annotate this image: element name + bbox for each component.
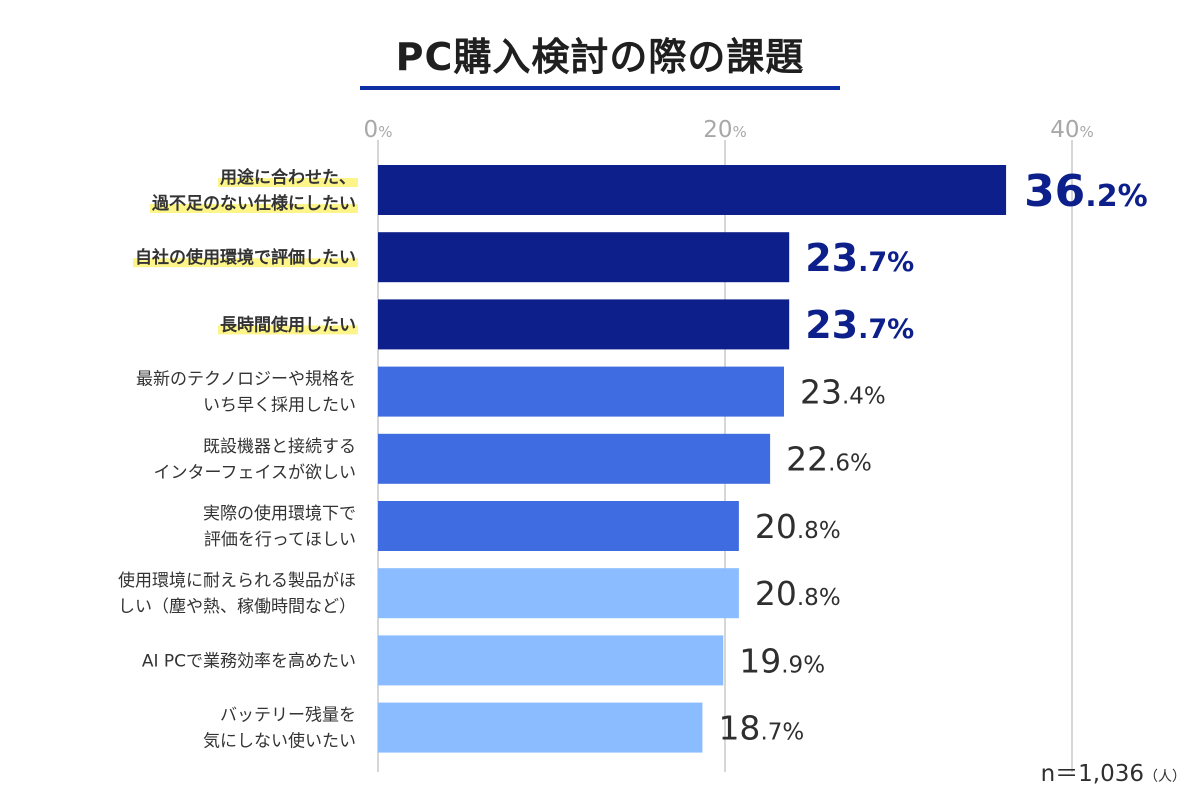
value-label-decimal: .7% — [760, 719, 804, 745]
value-label: 22.6% — [786, 440, 872, 479]
value-label-decimal: .6% — [828, 451, 872, 477]
x-tick-number: 40 — [1050, 117, 1079, 143]
bar — [378, 366, 784, 417]
value-label-decimal: .2% — [1085, 179, 1147, 214]
bar — [378, 568, 739, 619]
value-label-decimal: .8% — [797, 585, 841, 611]
category-label: 自社の使用環境で評価したい — [135, 247, 356, 268]
chart-title-block: PC購入検討の際の課題 — [360, 18, 840, 90]
value-label-integer: 19 — [739, 641, 781, 680]
category-label: 長時間使用したい — [220, 314, 356, 335]
x-tick-percent: % — [733, 123, 747, 141]
value-label-integer: 23 — [805, 236, 858, 280]
category-label: 既設機器と接続する — [203, 437, 356, 457]
sample-size-unit: （人） — [1144, 769, 1186, 785]
bar — [378, 165, 1007, 215]
bar — [378, 232, 790, 283]
value-label-decimal: .7% — [858, 247, 914, 278]
x-tick-label: 40% — [1050, 117, 1094, 143]
x-tick-label: 0% — [364, 117, 393, 143]
x-tick-label: 20% — [703, 117, 747, 143]
sample-size-note: n＝1,036（人） — [1041, 761, 1186, 787]
category-label: 気にしない使いたい — [203, 731, 356, 752]
category-label-highlight — [150, 204, 358, 213]
value-label-decimal: .9% — [781, 652, 825, 678]
category-label-highlight — [218, 178, 358, 187]
category-label-highlight — [133, 258, 358, 268]
value-label-integer: 18 — [718, 708, 760, 747]
category-label: いち早く採用したい — [203, 396, 356, 416]
chart-title: PC購入検討の際の課題 — [395, 35, 805, 79]
value-label-decimal: .4% — [842, 383, 886, 409]
x-tick-number: 20 — [703, 117, 732, 143]
bar — [378, 501, 739, 551]
x-tick-number: 0 — [364, 117, 379, 143]
value-label: 23.7% — [805, 303, 914, 347]
category-label: AI PCで業務効率を高めたい — [142, 651, 356, 671]
value-label: 18.7% — [718, 708, 804, 747]
category-label: 過不足のない仕様にしたい — [152, 193, 356, 214]
sample-size-value: n＝1,036 — [1041, 761, 1144, 787]
value-label: 20.8% — [755, 507, 841, 546]
value-label-integer: 36 — [1024, 166, 1085, 217]
title-underline — [360, 86, 840, 90]
value-label-integer: 23 — [805, 303, 858, 347]
bar — [378, 299, 790, 350]
category-label: 最新のテクノロジーや規格を — [136, 370, 356, 390]
x-tick-percent: % — [1080, 123, 1094, 141]
value-label-integer: 20 — [755, 574, 797, 613]
bar — [378, 635, 724, 686]
category-label: インターフェイスが欲しい — [154, 463, 356, 483]
value-label-decimal: .7% — [858, 314, 914, 345]
value-label: 19.9% — [739, 641, 825, 680]
value-label-integer: 22 — [786, 440, 828, 479]
category-label: しい（塵や熱、稼働時間など） — [118, 597, 356, 617]
category-label: 用途に合わせた、 — [220, 167, 356, 188]
category-label: 使用環境に耐えられる製品がほ — [118, 570, 356, 591]
value-label: 36.2% — [1024, 166, 1148, 217]
value-label-integer: 20 — [755, 507, 797, 546]
value-label-decimal: .8% — [797, 518, 841, 544]
category-label: 実際の使用環境下で — [203, 503, 356, 524]
x-tick-percent: % — [378, 123, 392, 141]
category-label: バッテリー残量を — [220, 706, 356, 726]
bar — [378, 702, 703, 753]
category-label: 評価を行ってほしい — [204, 530, 356, 550]
value-label: 23.7% — [805, 236, 914, 280]
category-label-highlight — [218, 325, 358, 335]
value-label: 23.4% — [800, 372, 886, 411]
bar — [378, 433, 771, 484]
value-label-integer: 23 — [800, 372, 842, 411]
value-label: 20.8% — [755, 574, 841, 613]
